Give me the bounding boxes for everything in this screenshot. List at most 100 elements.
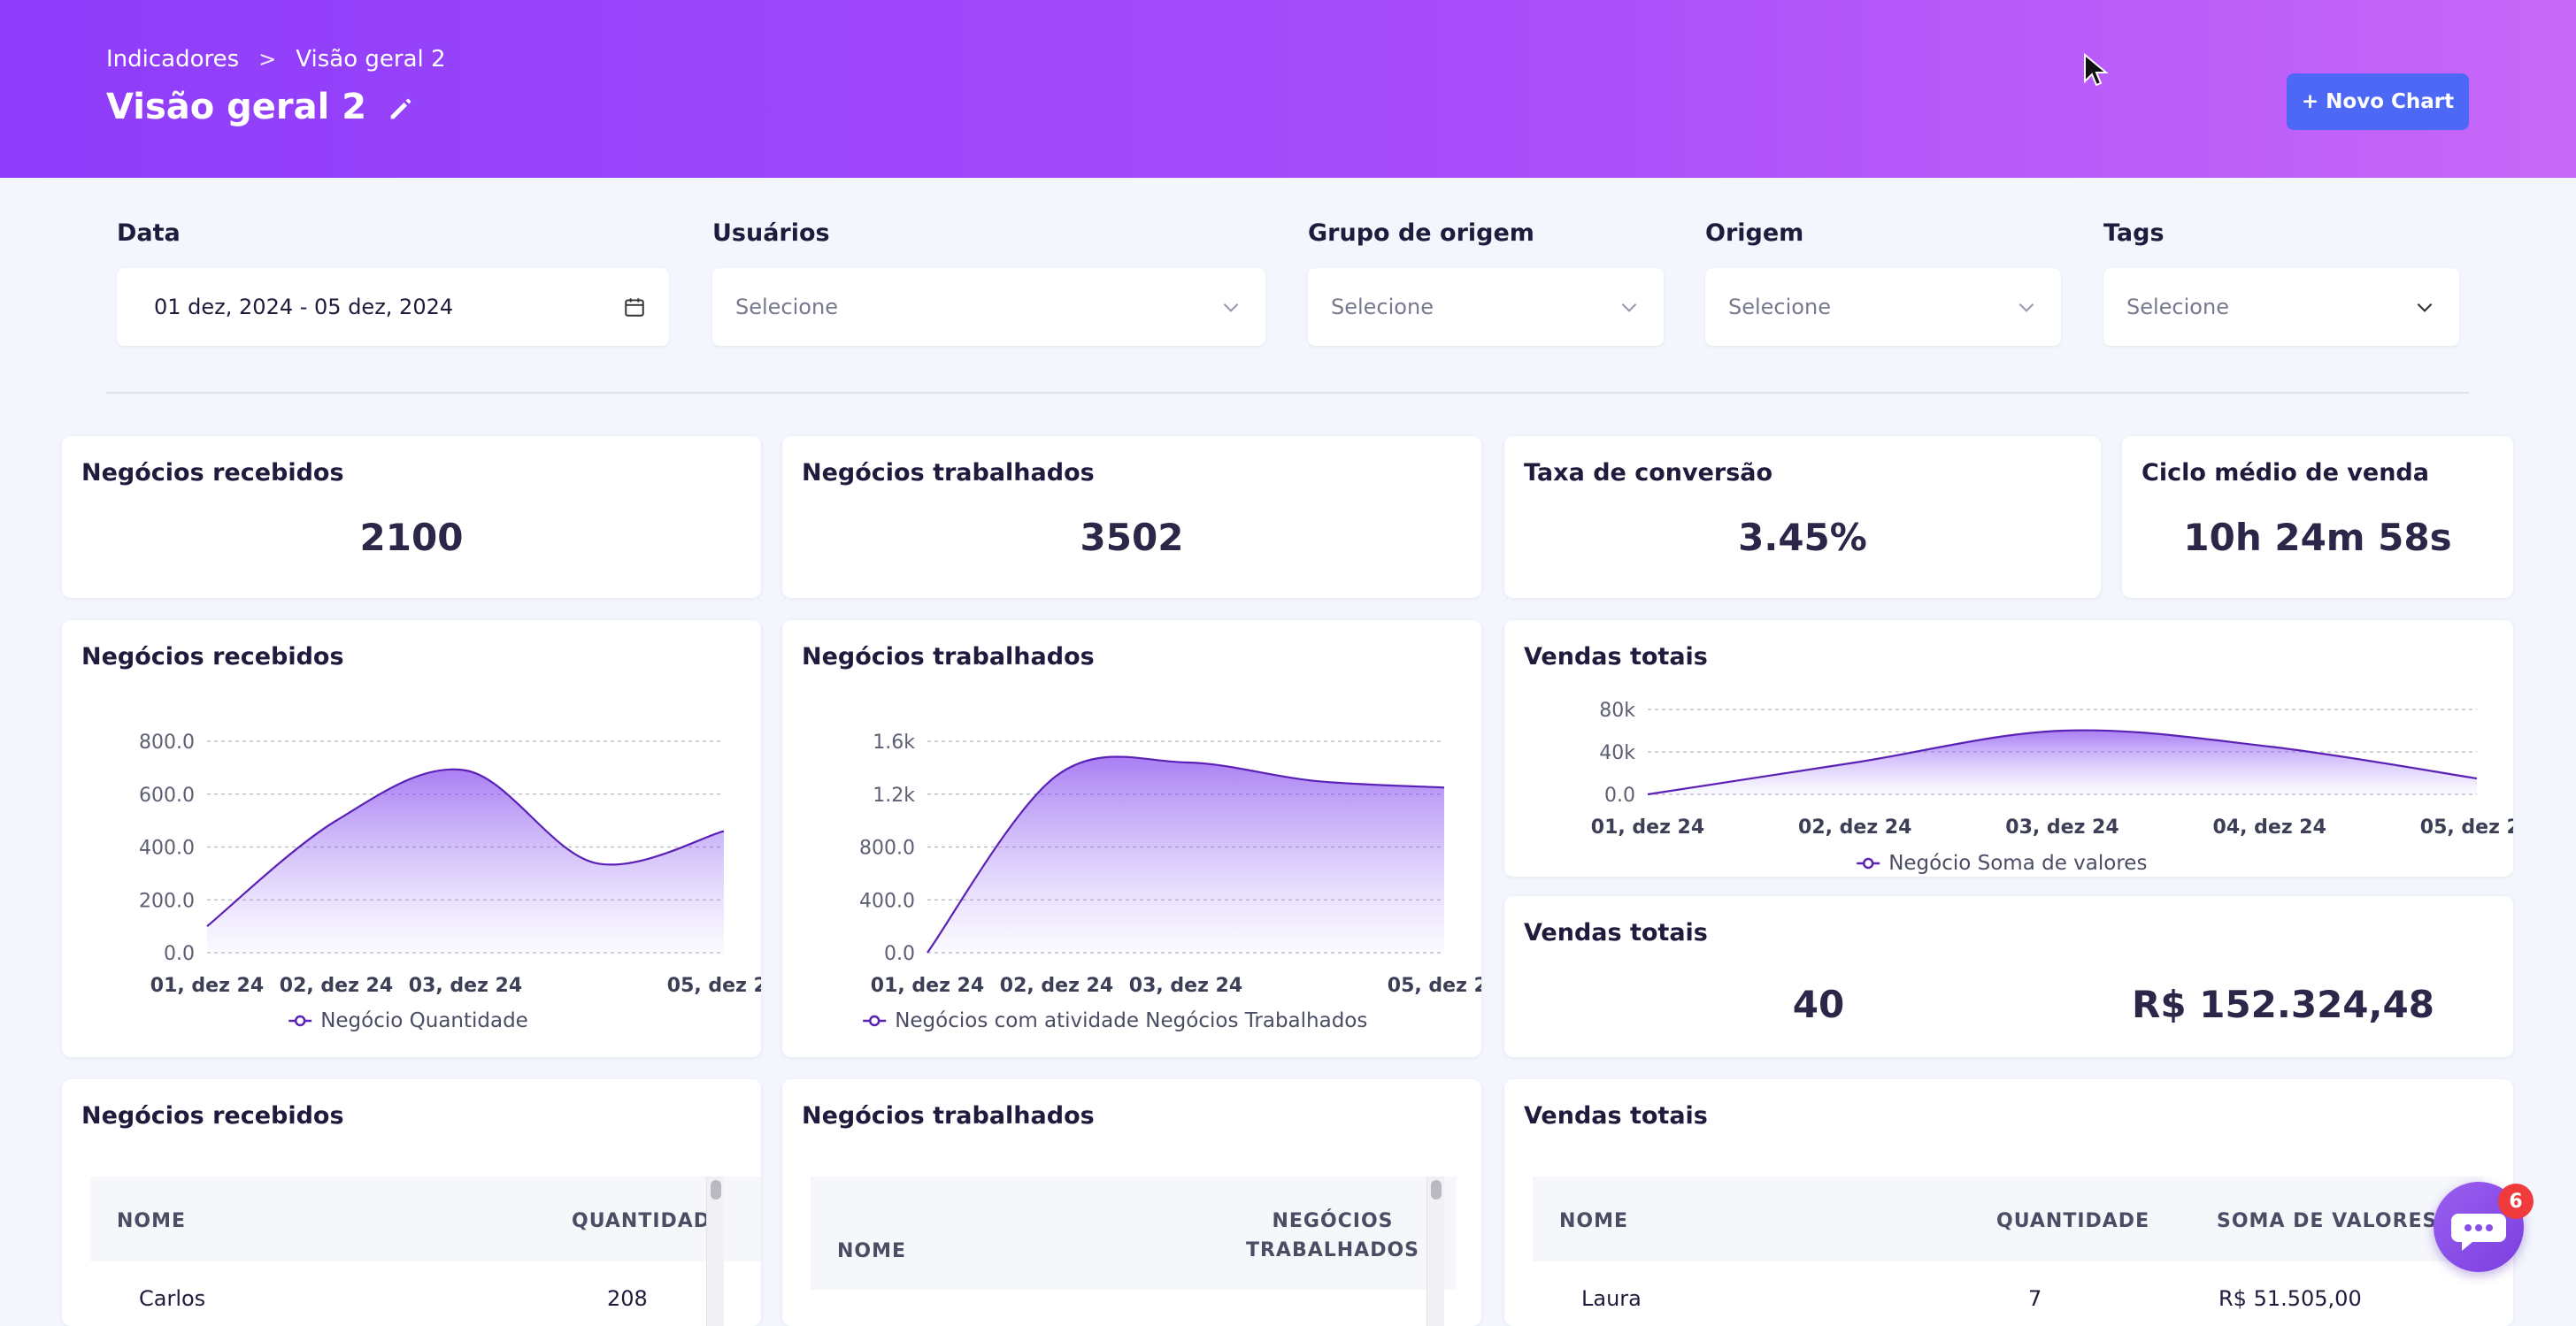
- table-card-sales: Vendas totais NOME QUANTIDADE SOMA DE VA…: [1504, 1079, 2513, 1326]
- chevron-down-icon: [2417, 303, 2433, 312]
- x-tick-label: 02, dez 24: [1000, 975, 1113, 997]
- cell-quantity: 208: [607, 1286, 648, 1311]
- cell-name: Carlos: [139, 1286, 206, 1311]
- column-header-line: TRABALHADOS: [1245, 1239, 1420, 1261]
- calendar-icon: [625, 298, 644, 317]
- series-line: [927, 755, 1445, 954]
- new-chart-button[interactable]: + Novo Chart: [2287, 73, 2469, 130]
- legend-label: Negócio Soma de valores: [1888, 852, 2147, 875]
- mouse-cursor-icon: [2084, 53, 2109, 87]
- chat-bubble-icon: [2451, 1214, 2506, 1251]
- origin-select[interactable]: Selecione: [1705, 268, 2061, 346]
- cell-name: Laura: [1581, 1286, 1642, 1311]
- x-tick-label: 02, dez 24: [280, 975, 393, 997]
- cell-sum: R$ 51.505,00: [2218, 1286, 2362, 1311]
- y-tick-label: 400.0: [139, 838, 195, 860]
- column-header: QUANTIDADE: [1996, 1210, 2150, 1232]
- x-tick-label: 03, dez 24: [2005, 816, 2118, 839]
- series-area: [207, 769, 724, 953]
- table-worked: NOME NEGÓCIOS TRABALHADOS: [811, 1177, 1457, 1326]
- chart-card-worked: Negócios trabalhados 0.0 400.0 800.0 1.2k 1.…: [782, 620, 1481, 1057]
- table-sales: NOME QUANTIDADE SOMA DE VALORES Laura 7 …: [1533, 1177, 2483, 1326]
- kpi-title: Taxa de conversão: [1524, 459, 1773, 487]
- x-tick-label: 02, dez 24: [1798, 816, 1911, 839]
- table-received: NOME QUANTIDADE Carlos 208: [90, 1177, 761, 1326]
- y-tick-label: 1.6k: [873, 732, 915, 754]
- chart-title: Negócios recebidos: [81, 643, 344, 671]
- sales-count: 40: [1792, 983, 1845, 1026]
- x-tick-label: 01, dez 24: [150, 975, 264, 997]
- chart-worked: 0.0 400.0 800.0 1.2k 1.6k 01, dez 24 02, dez 2…: [859, 732, 1481, 1032]
- y-tick-label: 800.0: [859, 838, 915, 860]
- chat-notification-badge: 6: [2498, 1184, 2534, 1219]
- table-row[interactable]: Laura 7 R$ 51.505,00: [1533, 1261, 2483, 1326]
- origin-filter-label: Origem: [1705, 219, 1804, 247]
- series-area: [1648, 730, 2477, 794]
- breadcrumb-indicadores[interactable]: Indicadores: [106, 46, 240, 73]
- chevron-down-icon: [1621, 303, 1637, 312]
- legend-label: Negócios com atividade Negócios Trabalha…: [895, 1009, 1367, 1032]
- table-card-worked: Negócios trabalhados NOME NEGÓCIOS TRABA…: [782, 1079, 1481, 1326]
- scrollbar-thumb[interactable]: [1431, 1180, 1442, 1200]
- column-header: NOME: [1559, 1210, 1629, 1232]
- breadcrumb-current: Visão geral 2: [296, 46, 446, 73]
- legend: Negócio Quantidade: [288, 1009, 528, 1032]
- column-header: NOME: [117, 1210, 187, 1232]
- table-title: Negócios trabalhados: [802, 1102, 1095, 1130]
- y-tick-label: 0.0: [164, 943, 195, 965]
- kpi-value: 3502: [1080, 516, 1184, 559]
- y-tick-label: 0.0: [884, 943, 915, 965]
- origin-select-placeholder: Selecione: [1728, 295, 1831, 319]
- table-scrollbar[interactable]: [706, 1177, 724, 1326]
- y-tick-label: 1.2k: [873, 785, 915, 807]
- chart-title: Vendas totais: [1524, 643, 1708, 671]
- series-line: [206, 768, 725, 927]
- series-area: [927, 756, 1444, 953]
- filters-divider: [106, 392, 2469, 394]
- x-tick-label: 01, dez 24: [871, 975, 984, 997]
- x-tick-label: 05, dez 24: [667, 975, 761, 997]
- table-row[interactable]: [811, 1290, 1457, 1326]
- kpi-value: 2100: [359, 516, 464, 559]
- chart-card-received: Negócios recebidos 0.0 200.0 400.0 600.0 800…: [62, 620, 761, 1057]
- origin-group-select-placeholder: Selecione: [1331, 295, 1434, 319]
- users-select[interactable]: Selecione: [712, 268, 1265, 346]
- column-header: NOME: [837, 1240, 907, 1262]
- legend: Negócio Soma de valores: [1857, 852, 2147, 875]
- tags-filter-label: Tags: [2103, 219, 2165, 247]
- scrollbar-thumb[interactable]: [711, 1180, 721, 1200]
- y-tick-label: 0.0: [1604, 785, 1635, 807]
- kpi-card-worked: Negócios trabalhados 3502: [782, 436, 1481, 598]
- sales-amount: R$ 152.324,48: [2132, 983, 2434, 1026]
- sales-summary-card: Vendas totais 40 R$ 152.324,48: [1504, 896, 2513, 1057]
- y-tick-label: 80k: [1599, 700, 1635, 722]
- x-tick-label: 03, dez 24: [409, 975, 522, 997]
- chevron-down-icon: [1223, 303, 1239, 312]
- date-range-input[interactable]: 01 dez, 2024 - 05 dez, 2024: [117, 268, 669, 346]
- legend-label: Negócio Quantidade: [320, 1009, 528, 1032]
- edit-pencil-icon[interactable]: [386, 92, 416, 122]
- breadcrumb-separator: >: [258, 47, 277, 72]
- date-range-value: 01 dez, 2024 - 05 dez, 2024: [154, 295, 454, 319]
- origin-group-select[interactable]: Selecione: [1308, 268, 1664, 346]
- legend-marker-dot: [868, 1015, 880, 1027]
- x-tick-label: 03, dez 24: [1129, 975, 1242, 997]
- x-tick-label: 01, dez 24: [1591, 816, 1704, 839]
- kpi-value: 3.45%: [1738, 516, 1867, 559]
- legend-marker-dot: [1862, 857, 1874, 870]
- chart-card-sales: Vendas totais 0.0 40k 80k 01, dez 24 02, dez…: [1504, 620, 2513, 877]
- y-tick-label: 600.0: [139, 785, 195, 807]
- tags-select-placeholder: Selecione: [2126, 295, 2229, 319]
- chevron-down-icon: [2019, 303, 2034, 312]
- tags-select[interactable]: Selecione: [2103, 268, 2459, 346]
- users-select-placeholder: Selecione: [735, 295, 838, 319]
- column-header: QUANTIDADE: [572, 1210, 726, 1232]
- date-filter-label: Data: [117, 219, 181, 247]
- table-card-received: Negócios recebidos NOME QUANTIDADE Carlo…: [62, 1079, 761, 1326]
- table-scrollbar[interactable]: [1426, 1177, 1444, 1326]
- column-header: SOMA DE VALORES: [2217, 1210, 2438, 1232]
- page-title: Visão geral 2: [106, 87, 416, 127]
- table-row[interactable]: Carlos 208: [90, 1261, 761, 1326]
- origin-group-filter-label: Grupo de origem: [1308, 219, 1534, 247]
- kpi-card-sales-cycle: Ciclo médio de venda 10h 24m 58s: [2122, 436, 2513, 598]
